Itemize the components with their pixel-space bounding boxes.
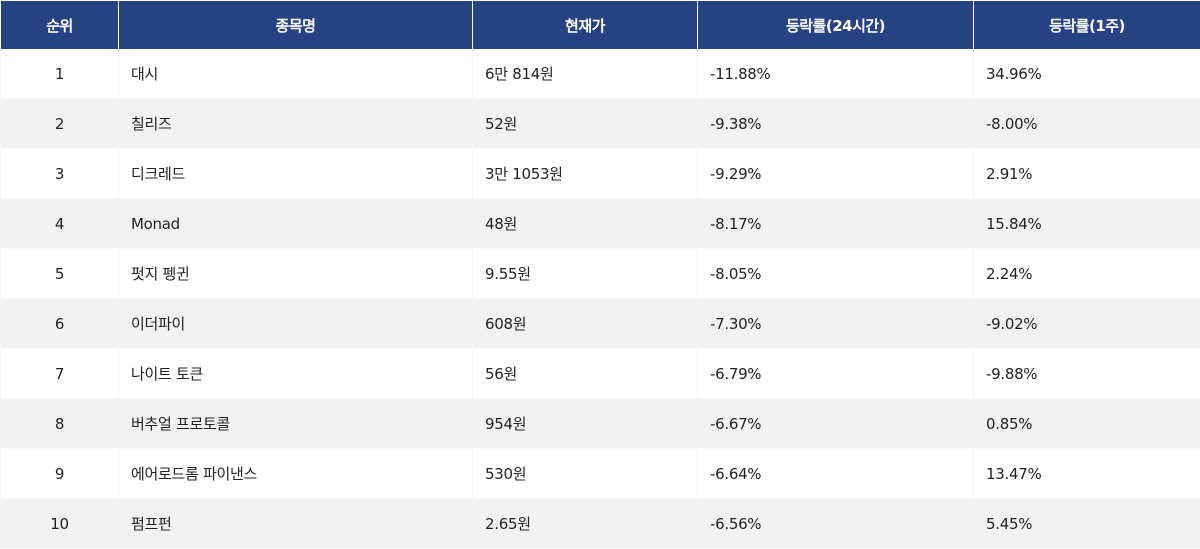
rank-cell: 9	[1, 449, 119, 499]
change-24h-cell: -6.79%	[698, 349, 974, 399]
rank-cell: 3	[1, 149, 119, 199]
change-1w-cell: 2.91%	[974, 149, 1200, 199]
change-1w-cell: 34.96%	[974, 49, 1200, 99]
header-rank: 순위	[1, 1, 119, 50]
table-row: 2 칠리즈 52원 -9.38% -8.00%	[1, 99, 1200, 149]
change-1w-cell: -9.88%	[974, 349, 1200, 399]
name-cell: 디크레드	[119, 149, 473, 199]
header-name: 종목명	[119, 1, 473, 50]
change-24h-cell: -7.30%	[698, 299, 974, 349]
price-cell: 608원	[473, 299, 698, 349]
price-cell: 52원	[473, 99, 698, 149]
table-row: 4 Monad 48원 -8.17% 15.84%	[1, 199, 1200, 249]
table-body: 1 대시 6만 814원 -11.88% 34.96% 2 칠리즈 52원 -9…	[1, 49, 1200, 549]
change-24h-cell: -6.67%	[698, 399, 974, 449]
header-row: 순위 종목명 현재가 등락률(24시간) 등락률(1주)	[1, 1, 1200, 50]
name-cell: 칠리즈	[119, 99, 473, 149]
name-cell: 나이트 토큰	[119, 349, 473, 399]
table-row: 8 버추얼 프로토콜 954원 -6.67% 0.85%	[1, 399, 1200, 449]
change-24h-cell: -8.05%	[698, 249, 974, 299]
table-header: 순위 종목명 현재가 등락률(24시간) 등락률(1주)	[1, 1, 1200, 50]
change-24h-cell: -6.56%	[698, 499, 974, 549]
table-row: 10 펌프펀 2.65원 -6.56% 5.45%	[1, 499, 1200, 549]
rank-cell: 2	[1, 99, 119, 149]
name-cell: Monad	[119, 199, 473, 249]
change-24h-cell: -11.88%	[698, 49, 974, 99]
header-change-24h: 등락률(24시간)	[698, 1, 974, 50]
change-24h-cell: -6.64%	[698, 449, 974, 499]
rank-cell: 8	[1, 399, 119, 449]
price-cell: 48원	[473, 199, 698, 249]
change-24h-cell: -8.17%	[698, 199, 974, 249]
change-1w-cell: 0.85%	[974, 399, 1200, 449]
name-cell: 에어로드롬 파이낸스	[119, 449, 473, 499]
name-cell: 대시	[119, 49, 473, 99]
table-row: 9 에어로드롬 파이낸스 530원 -6.64% 13.47%	[1, 449, 1200, 499]
header-change-1w: 등락률(1주)	[974, 1, 1200, 50]
rank-cell: 4	[1, 199, 119, 249]
name-cell: 펏지 펭귄	[119, 249, 473, 299]
change-1w-cell: -9.02%	[974, 299, 1200, 349]
price-cell: 9.55원	[473, 249, 698, 299]
change-1w-cell: 15.84%	[974, 199, 1200, 249]
rank-cell: 10	[1, 499, 119, 549]
rank-cell: 7	[1, 349, 119, 399]
price-cell: 56원	[473, 349, 698, 399]
table-row: 5 펏지 펭귄 9.55원 -8.05% 2.24%	[1, 249, 1200, 299]
table-row: 6 이더파이 608원 -7.30% -9.02%	[1, 299, 1200, 349]
change-1w-cell: 13.47%	[974, 449, 1200, 499]
name-cell: 펌프펀	[119, 499, 473, 549]
price-cell: 6만 814원	[473, 49, 698, 99]
rank-cell: 5	[1, 249, 119, 299]
change-1w-cell: 5.45%	[974, 499, 1200, 549]
price-cell: 2.65원	[473, 499, 698, 549]
header-price: 현재가	[473, 1, 698, 50]
table-row: 7 나이트 토큰 56원 -6.79% -9.88%	[1, 349, 1200, 399]
table-row: 3 디크레드 3만 1053원 -9.29% 2.91%	[1, 149, 1200, 199]
name-cell: 이더파이	[119, 299, 473, 349]
change-1w-cell: 2.24%	[974, 249, 1200, 299]
change-24h-cell: -9.29%	[698, 149, 974, 199]
change-24h-cell: -9.38%	[698, 99, 974, 149]
table-row: 1 대시 6만 814원 -11.88% 34.96%	[1, 49, 1200, 99]
price-cell: 3만 1053원	[473, 149, 698, 199]
rank-cell: 6	[1, 299, 119, 349]
rank-cell: 1	[1, 49, 119, 99]
price-cell: 954원	[473, 399, 698, 449]
change-1w-cell: -8.00%	[974, 99, 1200, 149]
price-cell: 530원	[473, 449, 698, 499]
name-cell: 버추얼 프로토콜	[119, 399, 473, 449]
